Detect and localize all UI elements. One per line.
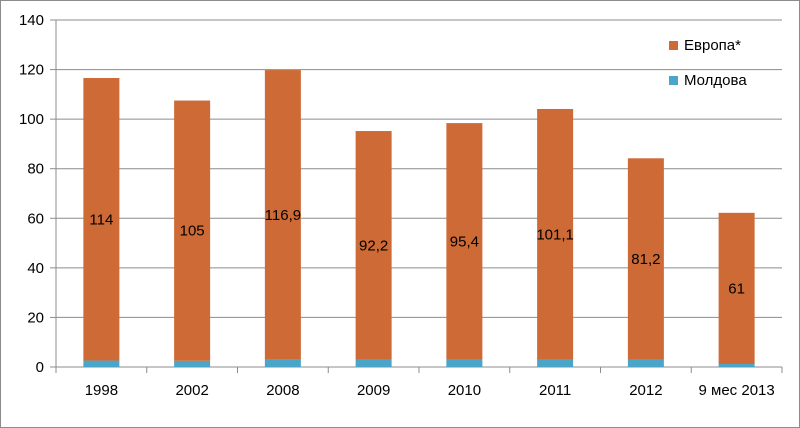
- data-label-europe: 95,4: [450, 233, 479, 250]
- data-label-europe: 92,2: [359, 237, 388, 254]
- x-tick-label: 2011: [539, 382, 571, 399]
- y-tick-label: 20: [27, 309, 44, 326]
- data-label-europe: 114: [89, 211, 113, 228]
- y-axis: 0 20 40 60 80 100 120 140: [19, 12, 57, 376]
- bar-moldova-1998: [83, 360, 120, 367]
- data-label-europe: 116,9: [265, 207, 301, 224]
- bar-europe-2010: [446, 123, 483, 360]
- bar-europe-9-мес-2013: [718, 212, 755, 365]
- y-tick-label: 80: [27, 161, 44, 178]
- x-tick-label: 9 мес 2013: [699, 382, 775, 399]
- legend: Европа* Молдова: [669, 37, 747, 89]
- y-tick-label: 40: [27, 260, 44, 277]
- legend-swatch: [669, 76, 678, 85]
- data-label-europe: 61: [728, 280, 745, 297]
- bar-moldova-2010: [446, 359, 483, 367]
- y-tick-label: 140: [19, 12, 44, 29]
- data-labels: 114 105 116,9 92,2 95,4 101,1 81,2 61: [89, 207, 745, 297]
- legend-label: Молдова: [684, 72, 747, 89]
- bar-europe-1998: [83, 77, 120, 361]
- x-tick-label: 1998: [85, 382, 118, 399]
- bar-moldova-2002: [174, 360, 211, 367]
- x-tick-label: 2010: [448, 382, 481, 399]
- y-tick-label: 100: [19, 111, 44, 128]
- bar-moldova-2008: [264, 359, 301, 367]
- bar-europe-2002: [174, 100, 211, 361]
- y-tick-label: 120: [19, 62, 44, 79]
- bar-moldova-2009: [355, 359, 392, 367]
- x-tick-label: 2012: [629, 382, 662, 399]
- y-tick-label: 0: [36, 359, 44, 376]
- bar-europe-2009: [355, 131, 392, 360]
- bar-europe-2011: [537, 108, 574, 360]
- data-label-europe: 81,2: [631, 251, 660, 268]
- x-tick-label: 2009: [357, 382, 390, 399]
- bar-moldova-2012: [627, 359, 664, 367]
- y-tick-label: 60: [27, 210, 44, 227]
- data-label-europe: 101,1: [536, 226, 574, 243]
- bars: [83, 70, 755, 367]
- legend-swatch: [669, 41, 678, 50]
- bar-moldova-9-мес-2013: [718, 364, 755, 367]
- bar-europe-2012: [627, 158, 664, 360]
- x-axis: 1998 2002 2008 2009 2010 2011 2012 9 мес 2013: [55, 366, 783, 399]
- x-tick-label: 2008: [266, 382, 299, 399]
- bar-moldova-2011: [537, 359, 574, 367]
- legend-label: Европа*: [684, 37, 741, 54]
- gridlines: [56, 19, 782, 368]
- data-label-europe: 105: [180, 223, 205, 240]
- x-tick-label: 2002: [175, 382, 208, 399]
- bar-europe-2008: [264, 70, 301, 360]
